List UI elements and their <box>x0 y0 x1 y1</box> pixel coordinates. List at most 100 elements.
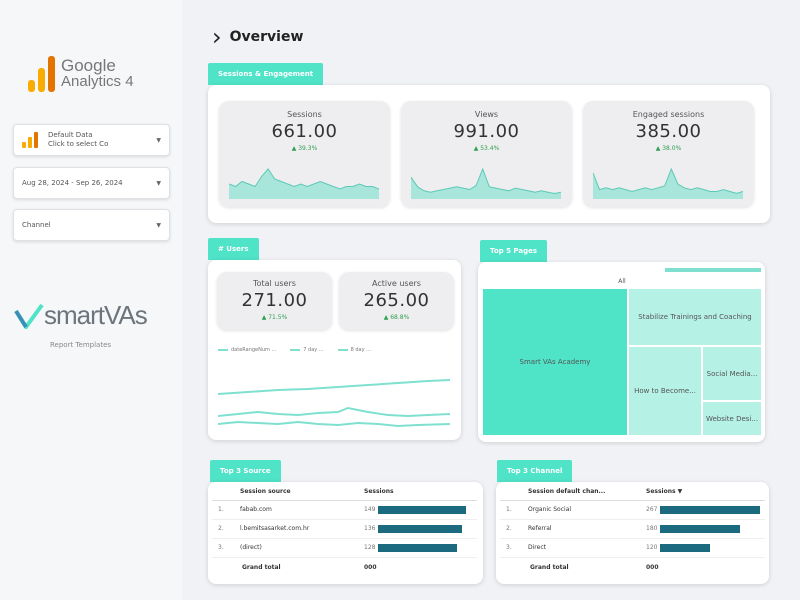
row-value: 120 <box>646 544 658 551</box>
row-index: 3. <box>212 538 240 558</box>
row-bar <box>660 543 710 552</box>
kpi-change: ▲ 71.5% <box>261 314 288 321</box>
brand-name: smartVAs <box>44 300 148 330</box>
section-tag-top-source: Top 3 Source <box>210 460 281 482</box>
kpi-sparkline <box>593 167 743 199</box>
logo-line1: Google <box>61 56 116 75</box>
row-name: Direct <box>528 538 646 558</box>
users-line-chart <box>218 379 451 428</box>
grand-total-label: Grand total <box>242 563 281 571</box>
row-value: 149 <box>364 506 376 513</box>
chevron-right-icon[interactable]: › <box>212 23 222 51</box>
row-bar <box>660 505 760 514</box>
kpi-value: 385.00 <box>635 121 702 142</box>
treemap-cell[interactable]: Smart VAs Academy <box>482 288 628 436</box>
row-bar <box>660 524 740 533</box>
treemap-scroll-bar <box>665 268 761 272</box>
column-header[interactable]: Sessions ▼ <box>646 484 765 501</box>
kpi-value: 265.00 <box>363 290 430 311</box>
row-name: fabab.com <box>240 500 364 520</box>
column-header[interactable]: Sessions <box>364 484 477 501</box>
legend-item: 7 day ... <box>290 347 324 353</box>
kpi-change: ▲ 68.8% <box>383 314 410 321</box>
treemap-header: All <box>482 275 762 288</box>
row-bar <box>378 505 466 514</box>
user-kpi-card: Total users 271.00 ▲ 71.5% <box>217 272 332 330</box>
table-row[interactable]: 2. l.bemitsasarket.com.hr 136 <box>212 519 477 539</box>
row-index: 1. <box>212 500 240 520</box>
row-name: l.bemitsasarket.com.hr <box>240 519 364 539</box>
data-source-control[interactable]: Default Data Click to select Co ▼ <box>13 124 170 156</box>
kpi-label: Views <box>474 110 499 119</box>
kpi-value: 991.00 <box>453 121 520 142</box>
table-row[interactable]: 1. fabab.com 149 <box>212 500 477 520</box>
chevron-down-icon: ▼ <box>156 179 161 187</box>
row-value: 180 <box>646 525 658 532</box>
chevron-down-icon: ▼ <box>156 136 161 144</box>
google-analytics-logo: Google Analytics 4 <box>28 56 134 92</box>
users-series-line <box>218 406 451 418</box>
treemap-cell[interactable]: Social Media... <box>702 346 762 401</box>
section-tag-users: # Users <box>208 238 259 260</box>
row-name: Organic Social <box>528 500 646 520</box>
kpi-change: ▲ 39.3% <box>291 145 318 152</box>
analytics-bars-icon <box>22 132 38 148</box>
table-row[interactable]: 1. Organic Social 267 <box>500 500 765 520</box>
logo-line2: Analytics 4 <box>61 73 134 90</box>
user-chart-legend: dateRangeNum ... 7 day ... 8 day ... <box>218 347 371 353</box>
kpi-change: ▲ 38.0% <box>655 145 682 152</box>
kpi-sparkline <box>229 168 379 199</box>
row-index: 1. <box>500 500 528 520</box>
legend-item: dateRangeNum ... <box>218 347 276 353</box>
chevron-down-icon: ▼ <box>156 221 161 229</box>
row-bar <box>378 524 462 533</box>
table-row[interactable]: 2. Referral 180 <box>500 519 765 539</box>
kpi-value: 271.00 <box>241 290 308 311</box>
grand-total-value: 000 <box>646 563 659 571</box>
kpi-card: Views 991.00 ▲ 53.4% <box>401 101 572 207</box>
brand-check-icon <box>14 303 44 329</box>
kpi-card: Engaged sessions 385.00 ▲ 38.0% <box>583 101 754 207</box>
section-tag-sessions: Sessions & Engagement <box>208 63 324 85</box>
treemap-cell[interactable]: Stabilize Trainings and Coaching <box>628 288 762 346</box>
kpi-label: Engaged sessions <box>632 110 705 119</box>
brand-subtitle: Report Templates <box>50 341 112 349</box>
kpi-label: Active users <box>372 279 421 288</box>
user-kpi-card: Active users 265.00 ▲ 68.8% <box>339 272 454 330</box>
kpi-card: Sessions 661.00 ▲ 39.3% <box>219 101 390 207</box>
table-row[interactable]: 3. Direct 120 <box>500 538 765 558</box>
row-value: 128 <box>364 544 376 551</box>
brand-logo: smartVAs Report Templates <box>14 300 148 349</box>
treemap-cell[interactable]: How to Become... <box>628 346 702 436</box>
section-tag-top-channel: Top 3 Channel <box>497 460 573 482</box>
row-index: 2. <box>212 519 240 539</box>
column-header[interactable]: Session default chan... <box>528 484 646 501</box>
section-tag-top-pages: Top 5 Pages <box>480 240 548 262</box>
sidebar: Google Analytics 4 Default Data Click to… <box>0 0 182 600</box>
users-series-line <box>218 420 451 428</box>
top-source-table: Session source Sessions 1. fabab.com 149… <box>212 484 477 577</box>
treemap-cell[interactable]: Website Desi... <box>702 401 762 436</box>
kpi-change: ▲ 53.4% <box>473 145 500 152</box>
kpi-sparkline <box>411 167 561 199</box>
data-control-label-1: Default Data <box>48 131 93 139</box>
top-channel-table: Session default chan... Sessions ▼ 1. Or… <box>500 484 765 577</box>
row-index: 2. <box>500 519 528 539</box>
row-index: 3. <box>500 538 528 558</box>
page-header: › Overview <box>212 23 303 51</box>
table-row[interactable]: 3. (direct) 128 <box>212 538 477 558</box>
grand-total-label: Grand total <box>530 563 569 571</box>
column-header[interactable]: Session source <box>240 484 364 501</box>
grand-total-value: 000 <box>364 563 377 571</box>
row-name: (direct) <box>240 538 364 558</box>
users-series-line <box>218 379 451 395</box>
kpi-label: Total users <box>253 279 296 288</box>
data-control-label-2: Click to select Co <box>48 140 109 148</box>
date-range-picker[interactable]: Aug 28, 2024 - Sep 26, 2024 ▼ <box>13 167 170 199</box>
row-value: 136 <box>364 525 376 532</box>
analytics-bars-icon <box>28 56 55 92</box>
row-bar <box>378 543 457 552</box>
kpi-label: Sessions <box>287 110 322 119</box>
date-range-label: Aug 28, 2024 - Sep 26, 2024 <box>22 178 123 187</box>
channel-filter[interactable]: Channel ▼ <box>13 209 170 241</box>
